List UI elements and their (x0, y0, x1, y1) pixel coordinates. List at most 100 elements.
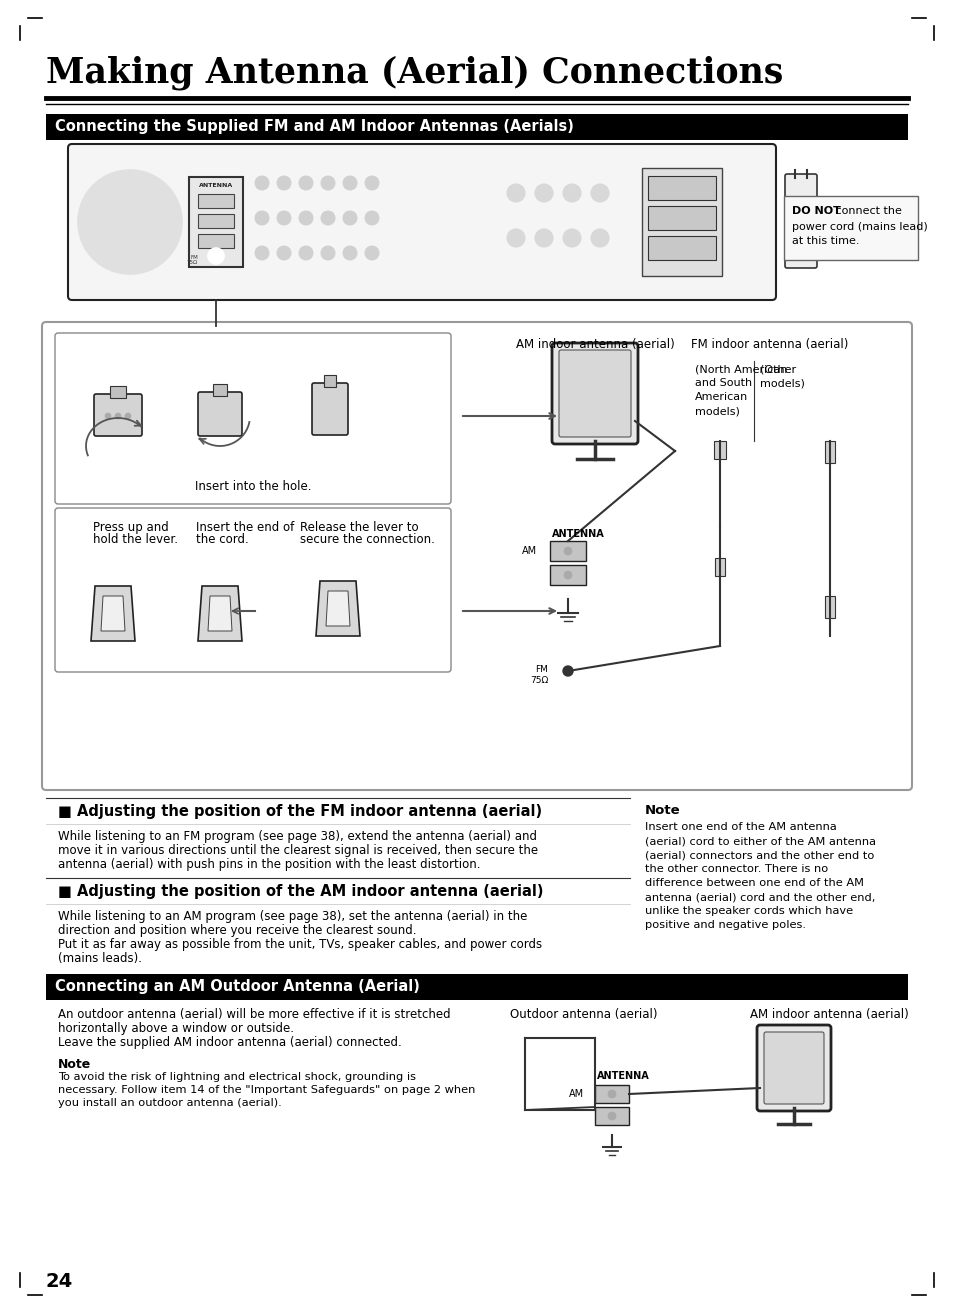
Bar (713, 441, 725, 460)
Circle shape (343, 211, 356, 225)
Text: power cord (mains lead): power cord (mains lead) (791, 222, 926, 232)
Text: AM: AM (521, 546, 537, 555)
Bar (198, 234, 233, 248)
Circle shape (562, 184, 580, 202)
Circle shape (276, 246, 291, 260)
Bar (595, 1107, 628, 1125)
Circle shape (562, 228, 580, 247)
Text: hold the lever.: hold the lever. (92, 533, 178, 546)
FancyBboxPatch shape (763, 1032, 823, 1104)
Bar (550, 541, 585, 561)
Text: necessary. Follow item 14 of the "Important Safeguards" on page 2 when: necessary. Follow item 14 of the "Import… (58, 1085, 475, 1095)
Text: Making Antenna (Aerial) Connections: Making Antenna (Aerial) Connections (46, 55, 782, 89)
FancyBboxPatch shape (757, 1025, 830, 1111)
Text: Note: Note (58, 1058, 91, 1071)
Bar (824, 441, 834, 463)
Text: ANTENNA: ANTENNA (597, 1071, 649, 1081)
FancyBboxPatch shape (784, 175, 816, 268)
Text: ANTENNA: ANTENNA (198, 183, 233, 188)
Text: the other connector. There is no: the other connector. There is no (644, 864, 827, 874)
Text: Release the lever to: Release the lever to (299, 521, 418, 534)
Circle shape (535, 228, 553, 247)
Circle shape (343, 246, 356, 260)
Circle shape (555, 658, 580, 684)
Text: Put it as far away as possible from the unit, TVs, speaker cables, and power cor: Put it as far away as possible from the … (58, 937, 541, 951)
FancyBboxPatch shape (94, 394, 142, 436)
Circle shape (298, 246, 313, 260)
Text: models): models) (695, 406, 740, 416)
Text: American: American (695, 393, 747, 402)
Bar (324, 376, 335, 387)
Text: (aerial) cord to either of the AM antenna: (aerial) cord to either of the AM antenn… (644, 836, 875, 846)
Circle shape (607, 1112, 616, 1120)
FancyBboxPatch shape (312, 383, 348, 435)
Circle shape (563, 548, 572, 555)
Polygon shape (91, 586, 135, 641)
Text: ANTENNA: ANTENNA (552, 529, 604, 540)
Circle shape (589, 1033, 599, 1043)
FancyBboxPatch shape (68, 144, 775, 299)
Text: ■ Adjusting the position of the FM indoor antenna (aerial): ■ Adjusting the position of the FM indoo… (58, 804, 541, 819)
Circle shape (535, 184, 553, 202)
Circle shape (254, 246, 269, 260)
Text: models): models) (760, 378, 804, 389)
Circle shape (563, 571, 572, 579)
Circle shape (105, 414, 111, 419)
Circle shape (254, 176, 269, 190)
Text: (aerial) connectors and the other end to: (aerial) connectors and the other end to (644, 850, 874, 860)
Bar (824, 596, 834, 618)
Text: you install an outdoor antenna (aerial).: you install an outdoor antenna (aerial). (58, 1098, 281, 1108)
Text: AM indoor antenna (aerial): AM indoor antenna (aerial) (515, 337, 674, 351)
Text: AM indoor antenna (aerial): AM indoor antenna (aerial) (749, 1008, 908, 1022)
Circle shape (365, 211, 378, 225)
Polygon shape (198, 586, 242, 641)
Circle shape (276, 176, 291, 190)
FancyBboxPatch shape (55, 508, 451, 672)
Circle shape (365, 176, 378, 190)
Circle shape (298, 211, 313, 225)
Bar (647, 206, 716, 230)
Text: Outdoor antenna (aerial): Outdoor antenna (aerial) (510, 1008, 657, 1022)
Bar (647, 236, 716, 260)
Text: Connecting an AM Outdoor Antenna (Aerial): Connecting an AM Outdoor Antenna (Aerial… (55, 979, 419, 994)
Text: FM
75Ω: FM 75Ω (529, 666, 547, 684)
Circle shape (254, 211, 269, 225)
Text: AM: AM (568, 1088, 583, 1099)
Circle shape (208, 248, 224, 264)
Text: direction and position where you receive the clearest sound.: direction and position where you receive… (58, 924, 416, 937)
Circle shape (343, 176, 356, 190)
FancyBboxPatch shape (558, 351, 630, 437)
Text: FM indoor antenna (aerial): FM indoor antenna (aerial) (691, 337, 848, 351)
Text: FM
75Ω: FM 75Ω (187, 255, 198, 265)
Circle shape (320, 211, 335, 225)
Text: and South: and South (695, 378, 751, 389)
Bar (213, 383, 227, 397)
Text: the cord.: the cord. (195, 533, 249, 546)
Bar (198, 214, 233, 228)
FancyBboxPatch shape (783, 196, 917, 260)
Text: Insert the end of: Insert the end of (195, 521, 294, 534)
FancyBboxPatch shape (42, 322, 911, 790)
Circle shape (590, 184, 608, 202)
Polygon shape (326, 591, 350, 626)
Circle shape (519, 1033, 530, 1043)
Text: Insert one end of the AM antenna: Insert one end of the AM antenna (644, 822, 836, 832)
Text: unlike the speaker cords which have: unlike the speaker cords which have (644, 906, 852, 916)
FancyBboxPatch shape (55, 334, 451, 504)
Text: ■ Adjusting the position of the AM indoor antenna (aerial): ■ Adjusting the position of the AM indoo… (58, 884, 543, 899)
Text: antenna (aerial) cord and the other end,: antenna (aerial) cord and the other end, (644, 892, 875, 902)
Text: To avoid the risk of lightning and electrical shock, grounding is: To avoid the risk of lightning and elect… (58, 1071, 416, 1082)
FancyBboxPatch shape (552, 343, 638, 444)
Circle shape (607, 1090, 616, 1098)
Text: horizontally above a window or outside.: horizontally above a window or outside. (58, 1022, 294, 1035)
Text: While listening to an AM program (see page 38), set the antenna (aerial) in the: While listening to an AM program (see pa… (58, 910, 527, 923)
Bar (110, 386, 126, 398)
Text: antenna (aerial) with push pins in the position with the least distortion.: antenna (aerial) with push pins in the p… (58, 857, 480, 871)
Text: Leave the supplied AM indoor antenna (aerial) connected.: Leave the supplied AM indoor antenna (ae… (58, 1036, 401, 1049)
Circle shape (590, 228, 608, 247)
Bar (714, 558, 724, 576)
Text: DO NOT: DO NOT (791, 206, 840, 217)
Text: connect the: connect the (831, 206, 901, 217)
Polygon shape (101, 596, 125, 632)
Circle shape (506, 228, 524, 247)
